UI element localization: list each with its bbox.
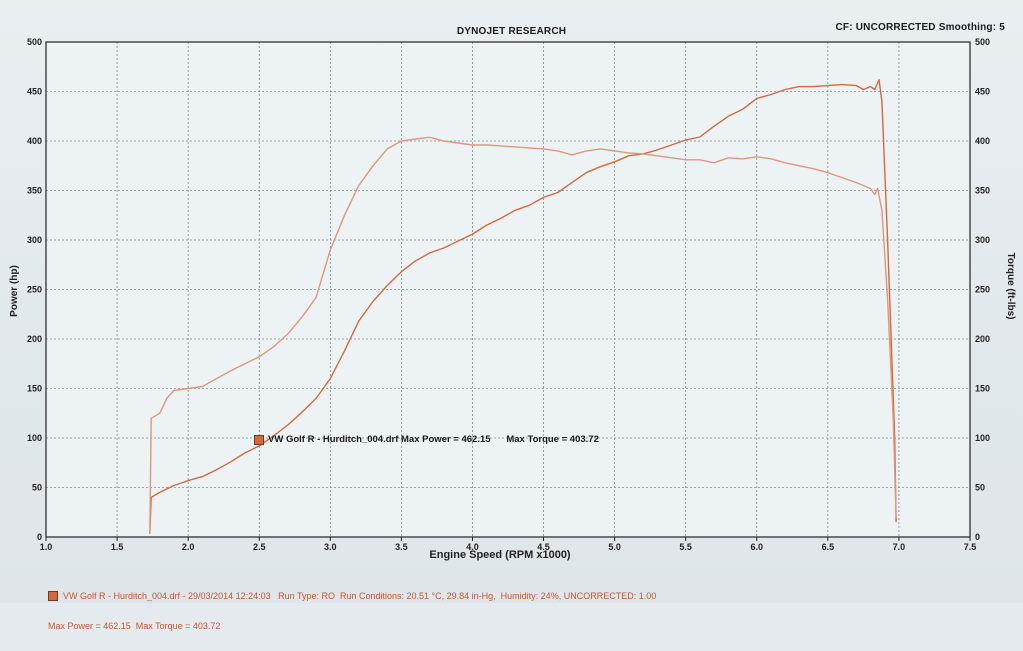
plot-frame: [45, 41, 971, 538]
x-tick-label: 6.5: [822, 542, 835, 552]
y-tick-label: 200: [27, 334, 42, 344]
chart-title: DYNOJET RESEARCH: [456, 26, 567, 37]
y-tick-label: 400: [27, 136, 42, 146]
dyno-chart-sheet: DYNOJET RESEARCH CF: UNCORRECTED Smoothi…: [0, 0, 1023, 631]
y-tick-label: 0: [37, 532, 42, 542]
x-tick-label: 5.0: [608, 542, 621, 552]
y2-tick-label: 150: [975, 384, 990, 394]
x-tick-label: 1.0: [40, 542, 53, 552]
torque-curve: [149, 136, 897, 535]
y2-axis-label: Torque (ft-lbs): [1005, 252, 1016, 319]
x-tick-label: 5.5: [679, 542, 692, 552]
y2-tick-label: 350: [975, 186, 990, 196]
footer-line-2: Max Power = 462.15 Max Torque = 403.72: [48, 621, 221, 631]
y-tick-label: 250: [27, 285, 42, 295]
dyno-chart: 1.0 1.5 2.0 2.5 3.0 3.5 4.0 4.5 5.0 5.5 6.0 6.5 7.0 7…: [9, 37, 1016, 561]
legend-swatch: [254, 434, 264, 445]
x-tick-label: 4.5: [537, 542, 550, 552]
y-tick-label: 100: [27, 433, 42, 443]
y2-tick-label: 500: [975, 37, 990, 47]
y2-tick-label: 100: [975, 433, 990, 443]
y-tick-label: 500: [27, 37, 42, 47]
y-tick-label: 150: [27, 384, 42, 394]
correction-smoothing-label: CF: UNCORRECTED Smoothing: 5: [835, 22, 1005, 33]
y2-tick-label: 250: [975, 285, 990, 295]
y2-tick-label: 300: [975, 235, 990, 245]
y2-tick-label: 50: [975, 483, 985, 493]
x-tick-label: 3.0: [324, 542, 337, 552]
power-curve: [149, 78, 897, 535]
x-tick-label: 2.0: [182, 542, 195, 552]
x-tick-label: 4.0: [466, 542, 479, 552]
y2-tick-label: 200: [975, 334, 990, 344]
y2-tick-label: 0: [975, 532, 980, 542]
x-axis-label: Engine Speed (RPM x1000): [429, 549, 571, 561]
y-tick-label: 50: [32, 483, 42, 493]
y2-tick-label: 450: [975, 87, 990, 97]
y2-tick-label: 400: [975, 136, 990, 146]
x-tick-label: 7.5: [964, 542, 977, 552]
run-info-footer: VW Golf R - Hurditch_004.drf - 29/03/201…: [48, 571, 656, 651]
y-axis-label: Power (hp): [9, 265, 20, 317]
footer-swatch: [48, 591, 58, 601]
footer-line-1: VW Golf R - Hurditch_004.drf - 29/03/201…: [63, 591, 657, 601]
y-tick-label: 300: [27, 235, 42, 245]
y-tick-label: 350: [27, 186, 42, 196]
x-tick-label: 7.0: [893, 542, 906, 552]
x-tick-label: 6.0: [751, 542, 764, 552]
x-tick-label: 3.5: [395, 542, 408, 552]
x-tick-label: 2.5: [253, 542, 266, 552]
x-tick-label: 1.5: [111, 542, 124, 552]
legend-text: VW Golf R - Hurditch_004.drf Max Power =…: [268, 434, 599, 445]
y-tick-label: 450: [27, 87, 42, 97]
chart-legend: VW Golf R - Hurditch_004.drf Max Power =…: [254, 434, 599, 445]
